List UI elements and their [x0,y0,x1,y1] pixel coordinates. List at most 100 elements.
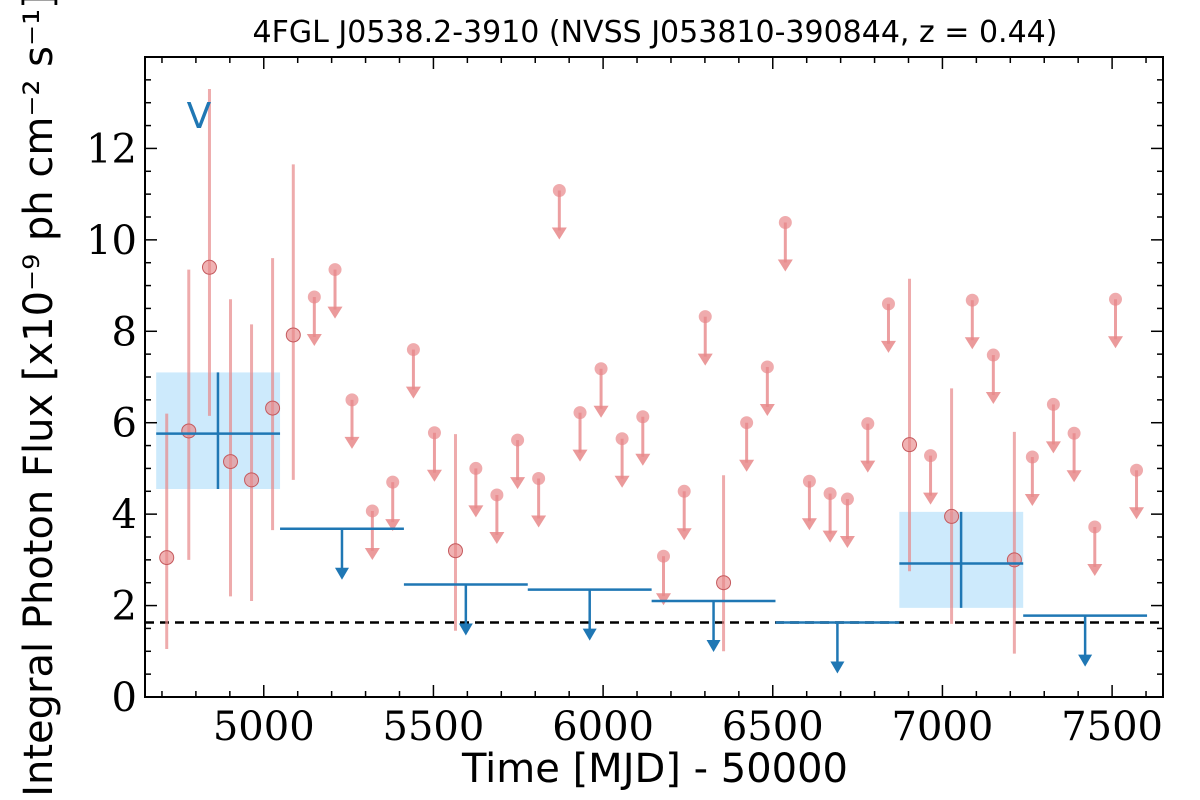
short-upper-limit-point [1025,450,1039,464]
short-detection-point [159,550,175,566]
short-upper-limit-arrow [426,469,442,482]
short-upper-limit-point [365,504,379,518]
short-upper-limit-arrow [985,392,1001,405]
y-tick-label: 2 [112,584,137,630]
short-upper-limit-arrow [801,518,817,531]
short-upper-limit-arrow [839,536,855,549]
short-upper-limit-point [861,417,875,431]
y-tick-label: 0 [112,675,137,721]
short-upper-limit-point [1108,292,1122,306]
x-tick-label: 5500 [383,704,485,750]
y-tick-label: 12 [86,126,137,172]
short-upper-limit-arrow [489,531,505,544]
short-upper-limit-arrow [327,306,343,319]
short-upper-limit-arrow [510,477,526,490]
short-upper-limit-point [573,406,587,420]
short-upper-limit-arrow [1045,441,1061,454]
short-detection-point [223,454,239,470]
short-upper-limit-point [986,348,1000,362]
short-upper-limit-arrow [923,492,939,505]
short-upper-limit-point [386,475,400,489]
short-upper-limit-point [345,393,359,407]
y-tick-label: 4 [112,492,137,538]
short-detection-point [447,543,463,559]
short-upper-limit-point [552,183,566,197]
x-tick-label: 6000 [552,704,654,750]
long-upper-limit-arrow [582,628,597,641]
short-upper-limit-point [427,426,441,440]
short-upper-limit-point [802,474,816,488]
long-upper-limit-arrow [458,623,473,636]
short-upper-limit-arrow [593,405,609,418]
long-bin-layer [156,372,1148,674]
short-upper-limit-arrow [1129,507,1145,520]
short-upper-limit-point [740,416,754,430]
short-upper-limit-arrow [468,505,484,518]
short-upper-limit-arrow [1024,494,1040,506]
short-upper-limit-arrow [306,334,322,346]
short-upper-limit-point [307,290,321,304]
short-upper-limit-point [924,449,938,463]
short-detection-point [944,508,960,524]
short-detection-point [244,472,260,488]
short-upper-limit-arrow [697,353,713,366]
short-upper-limit-point [677,484,691,498]
x-tick-label: 7000 [892,704,994,750]
short-upper-limit-arrow [1087,563,1103,576]
short-upper-limit-point [511,433,525,447]
long-upper-limit-arrow [830,661,845,674]
short-upper-limit-arrow [777,259,793,272]
short-upper-limit-point [1067,426,1081,440]
short-upper-limit-arrow [531,515,547,528]
short-upper-limit-point [840,492,854,506]
short-upper-limit-point [636,410,650,424]
short-upper-limit-arrow [1107,336,1123,349]
short-upper-limit-point [698,310,712,324]
chart-title: 4FGL J0538.2-3910 (NVSS J053810-390844, … [253,15,1058,50]
long-bin-highlight-layer [156,372,1024,608]
long-upper-limit-arrow [334,567,349,580]
axes-layer: 5000 5500 6000 6500 7000 7500 0 2 4 6 8 10 12 [86,56,1164,750]
short-upper-limit-point [490,488,504,502]
x-tick-label: 6500 [722,704,824,750]
short-upper-limit-arrow [964,337,980,350]
short-detection-point [716,575,732,591]
x-tick-label: 7500 [1061,704,1163,750]
long-upper-limit-arrow [706,640,721,652]
variability-marker: V [187,96,212,137]
short-upper-limit-arrow [656,593,672,606]
short-upper-limit-point [1130,463,1144,477]
short-upper-limit-arrow [635,453,651,466]
short-detection-point [285,327,301,343]
short-upper-limit-arrow [364,547,380,560]
x-tick-label: 5000 [213,704,315,750]
short-upper-limit-point [532,471,546,485]
short-upper-limit-point [823,487,837,501]
y-tick-label: 6 [112,401,137,447]
short-upper-limit-point [1046,397,1060,411]
short-upper-limit-point [469,461,483,475]
short-detection-point [181,423,197,439]
x-axis-label: Time [MJD] - 50000 [461,746,848,792]
short-upper-limit-arrow [614,475,630,488]
short-upper-limit-arrow [759,403,775,416]
short-upper-limit-arrow [405,386,421,399]
short-upper-limit-arrow [551,227,567,240]
long-upper-limit-arrow [1078,654,1093,667]
short-upper-limit-arrow [822,530,838,543]
short-upper-limit-point [778,215,792,229]
short-upper-limit-arrow [385,519,401,532]
short-upper-limit-arrow [572,449,588,462]
short-upper-limit-arrow [739,459,755,472]
short-detection-point [902,437,918,453]
short-upper-limit-arrow [880,340,896,353]
short-upper-limit-point [1088,520,1102,534]
short-bin-layer [145,89,1163,654]
short-upper-limit-point [881,297,895,311]
y-tick-label: 8 [112,309,137,355]
short-upper-limit-point [594,362,608,376]
y-tick-label: 10 [86,218,137,264]
short-upper-limit-arrow [344,436,360,449]
short-upper-limit-point [657,549,671,563]
